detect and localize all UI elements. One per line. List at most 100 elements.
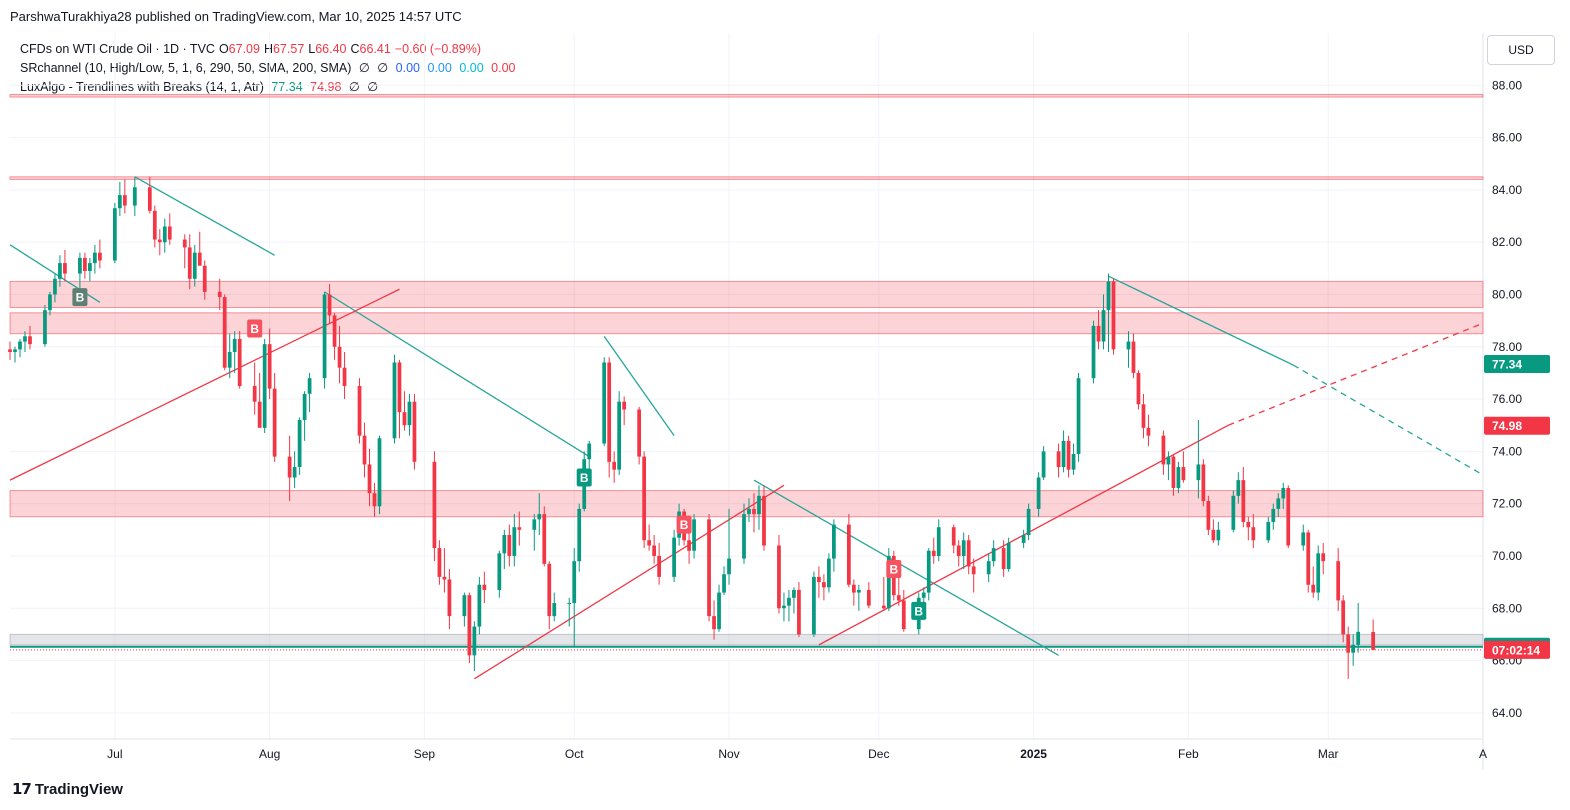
candle-body: [936, 527, 941, 556]
candle-body: [617, 401, 622, 470]
candle-body: [752, 508, 756, 515]
break-marker-label: B: [76, 291, 85, 305]
break-marker-label: B: [889, 563, 898, 577]
price-axis-badge: [1484, 640, 1550, 659]
candle-body: [202, 265, 207, 292]
candle-body: [23, 336, 27, 342]
candle-body: [1021, 535, 1026, 543]
candle-body: [1301, 532, 1306, 546]
candle-body: [367, 464, 372, 494]
trendline-up: [474, 484, 785, 680]
break-marker-badge: [247, 319, 263, 338]
candle-body: [78, 257, 82, 274]
publisher-credit: ParshwaTurakhiya28 published on TradingV…: [10, 9, 462, 24]
sr-zone: [9, 490, 1484, 518]
candle-body: [896, 595, 901, 601]
x-tick-label: A: [1479, 747, 1487, 761]
candle-body: [1091, 325, 1096, 379]
candle-body: [1181, 467, 1186, 481]
candle-body: [951, 527, 956, 546]
y-tick-label: 86.00: [1492, 131, 1522, 145]
x-tick-label: Sep: [414, 747, 436, 761]
trendline-projection: [1292, 364, 1484, 476]
break-marker-label: B: [914, 604, 923, 618]
candle-body: [642, 456, 647, 541]
legend-indicator-srchannel[interactable]: SRchannel (10, High/Low, 5, 1, 6, 290, 5…: [20, 59, 520, 78]
indicator-luxalgo-value: ∅: [348, 80, 360, 94]
candle-body: [192, 252, 197, 279]
candle-body: [567, 603, 572, 605]
candle-body: [1066, 440, 1071, 470]
candle-body: [272, 388, 277, 457]
trendline-down: [603, 335, 675, 437]
indicator-srchannel-value: 0.00: [427, 61, 452, 75]
indicator-srchannel-value: ∅: [377, 61, 389, 75]
tradingview-logo-icon: 𝟭𝟳: [12, 781, 32, 798]
legend-change: −0.60 (−0.89%): [394, 42, 481, 56]
legend-indicator-luxalgo[interactable]: LuxAlgo - Trendlines with Breaks (14, 1,…: [20, 78, 520, 97]
candle-body: [712, 616, 716, 630]
candle-body: [707, 519, 711, 617]
break-marker-badge: [886, 560, 902, 579]
candle-body: [287, 456, 292, 478]
candle-body: [507, 535, 512, 556]
candle-body: [197, 252, 202, 266]
candle-body: [1211, 529, 1216, 541]
tradingview-brand: TradingView: [34, 780, 123, 798]
candle-body: [762, 495, 766, 546]
candle-body: [901, 600, 906, 630]
legend-close-label: C: [350, 42, 360, 56]
candle-body: [497, 553, 502, 590]
trendline-down: [1108, 275, 1294, 366]
tradingview-footer[interactable]: 𝟭𝟳 TradingView: [12, 780, 123, 799]
candle-body: [187, 247, 192, 279]
candle-body: [572, 561, 577, 604]
candle-body: [1001, 548, 1006, 570]
candle-body: [921, 592, 926, 598]
price-axis-badge: [1484, 355, 1550, 374]
candle-body: [547, 563, 552, 617]
candle-body: [28, 336, 32, 345]
y-tick-label: 68.00: [1492, 601, 1522, 615]
legend-symbol-row[interactable]: CFDs on WTI Crude Oil · 1D · TVC O67.09 H6…: [20, 40, 520, 59]
candle-body: [652, 545, 656, 556]
sr-zone: [9, 176, 1484, 180]
time-axis[interactable]: Jul Aug Sep Oct Nov Dec 2025 Feb Mar A: [107, 747, 1487, 761]
candle-body: [966, 540, 971, 567]
trendline-down: [324, 291, 590, 458]
candle-body: [1351, 644, 1356, 653]
candle-body: [672, 537, 676, 577]
currency-selector-button[interactable]: USD: [1487, 35, 1555, 65]
price-axis-badge-label: 07:02:14: [1492, 643, 1540, 657]
candle-body: [577, 508, 582, 562]
y-tick-label: 80.00: [1492, 287, 1522, 301]
candle-body: [1206, 501, 1211, 530]
indicator-srchannel-value: 0.00: [459, 61, 484, 75]
y-tick-label: 64.00: [1492, 706, 1522, 720]
candle-body: [327, 294, 332, 316]
candle-body: [1141, 404, 1146, 428]
candle-body: [182, 239, 187, 248]
candle-body: [742, 514, 746, 559]
candle-body: [1216, 529, 1221, 541]
price-axis[interactable]: 64.0066.0068.0070.0072.0074.0076.0078.00…: [1492, 78, 1522, 720]
candle-body: [1171, 456, 1176, 488]
y-tick-label: 70.00: [1492, 549, 1522, 563]
candle-body: [437, 548, 442, 577]
candle-body: [1241, 480, 1246, 522]
y-tick-label: 78.00: [1492, 340, 1522, 354]
candle-body: [827, 558, 831, 588]
break-marker-label: B: [580, 471, 589, 485]
legend-high-label: H: [263, 42, 273, 56]
candle-body: [402, 412, 407, 426]
indicator-luxalgo-name: LuxAlgo - Trendlines with Breaks (14, 1,…: [20, 80, 264, 94]
legend-symbol: CFDs on WTI Crude Oil · 1D · TVC: [20, 42, 215, 56]
candle-body: [1041, 451, 1046, 478]
chart-grid: [10, 33, 1484, 770]
candle-body: [1231, 495, 1236, 530]
x-tick-label: Mar: [1318, 747, 1339, 761]
chart-legend: CFDs on WTI Crude Oil · 1D · TVC O67.09 H6…: [20, 40, 520, 97]
candle-body: [851, 584, 856, 593]
candle-body: [1161, 435, 1166, 465]
